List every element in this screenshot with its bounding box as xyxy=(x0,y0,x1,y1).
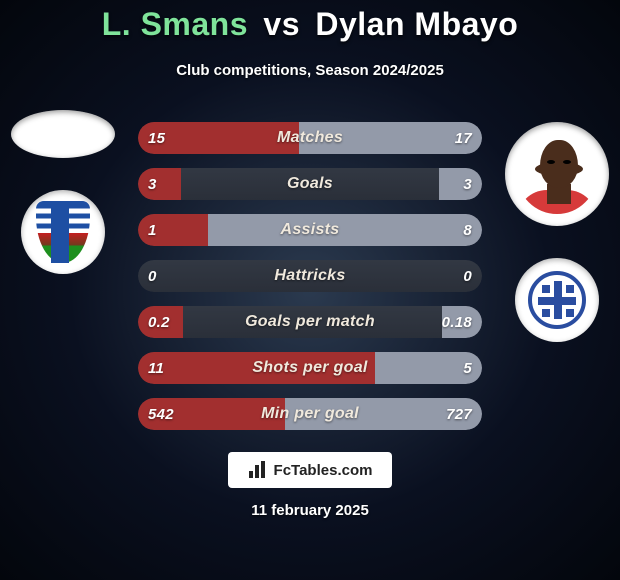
bar-val-right: 3 xyxy=(463,168,472,200)
bar-val-right: 727 xyxy=(446,398,472,430)
title: L. Smans vs Dylan Mbayo xyxy=(0,6,620,43)
player-right-avatar xyxy=(505,122,609,226)
bar-label: Matches xyxy=(138,122,482,154)
stat-row-assists: Assists1 8 xyxy=(138,214,482,246)
bar-label: Min per goal xyxy=(138,398,482,430)
stat-row-goals: Goals3 3 xyxy=(138,168,482,200)
bar-label: Goals per match xyxy=(138,306,482,338)
pec-zwolle-crest-icon xyxy=(528,271,586,329)
bar-val-right: 0 xyxy=(463,260,472,292)
bar-label: Assists xyxy=(138,214,482,246)
bar-val-left: 0 xyxy=(148,260,157,292)
stats-bars: Matches15 17 Goals3 3 Assists1 8 Hattricks0 0 Go… xyxy=(138,122,482,444)
stat-row-matches: Matches15 17 xyxy=(138,122,482,154)
bar-val-right: 8 xyxy=(463,214,472,246)
fctables-badge: FcTables.com xyxy=(228,452,392,488)
club-right-badge xyxy=(515,258,599,342)
stat-row-hattricks: Hattricks0 0 xyxy=(138,260,482,292)
bar-val-left: 11 xyxy=(148,352,164,384)
bar-val-left: 15 xyxy=(148,122,165,154)
bar-val-left: 0.2 xyxy=(148,306,170,338)
fctables-label: FcTables.com xyxy=(274,462,373,479)
right-column xyxy=(502,122,612,342)
club-left-badge xyxy=(21,190,105,274)
player-left-name: L. Smans xyxy=(102,6,248,42)
left-column xyxy=(8,110,118,274)
bar-label: Goals xyxy=(138,168,482,200)
bar-label: Hattricks xyxy=(138,260,482,292)
comparison-card: { "theme": { "bg_center": "#2b3a4f", "bg… xyxy=(0,0,620,580)
bar-val-left: 1 xyxy=(148,214,157,246)
bar-val-right: 5 xyxy=(463,352,472,384)
bar-val-left: 542 xyxy=(148,398,174,430)
bar-val-left: 3 xyxy=(148,168,157,200)
bar-label: Shots per goal xyxy=(138,352,482,384)
stat-row-gpm: Goals per match0.2 0.18 xyxy=(138,306,482,338)
stat-row-spg: Shots per goal11 5 xyxy=(138,352,482,384)
footer-date: 11 february 2025 xyxy=(0,502,620,519)
heerenveen-crest-icon xyxy=(36,201,90,263)
bar-val-right: 0.18 xyxy=(442,306,472,338)
player-left-avatar xyxy=(11,110,115,158)
player-right-name: Dylan Mbayo xyxy=(315,6,518,42)
vs-text: vs xyxy=(263,6,300,42)
stat-row-mpg: Min per goal542 727 xyxy=(138,398,482,430)
subtitle: Club competitions, Season 2024/2025 xyxy=(0,62,620,79)
bar-val-right: 17 xyxy=(455,122,472,154)
bars-icon xyxy=(248,461,268,479)
